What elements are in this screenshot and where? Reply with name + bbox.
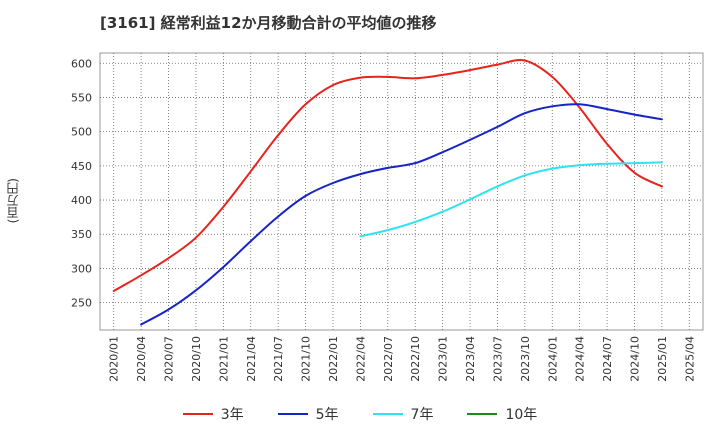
plot-frame bbox=[99, 52, 704, 331]
legend-label-10y: 10年 bbox=[505, 407, 538, 423]
y-tick-label: 500 bbox=[71, 126, 92, 139]
legend-label-7y: 7年 bbox=[410, 407, 434, 423]
x-tick-label: 2020/07 bbox=[163, 336, 176, 382]
x-tick-label: 2025/04 bbox=[683, 336, 696, 382]
x-tick-label: 2021/10 bbox=[300, 336, 313, 382]
legend-swatch-5y bbox=[277, 413, 308, 415]
y-tick-label: 450 bbox=[71, 160, 92, 173]
legend-item-7y: 7年 bbox=[372, 404, 434, 424]
axes: 2020/01 2020/04 2020/07 2020/10 2021/01 2021/… bbox=[71, 57, 696, 381]
x-tick-label: 2024/01 bbox=[546, 336, 559, 382]
x-tick-label: 2020/01 bbox=[108, 336, 121, 382]
grid bbox=[99, 52, 704, 331]
x-tick-label: 2020/10 bbox=[190, 336, 203, 382]
x-tick-label: 2022/07 bbox=[382, 336, 395, 382]
series-line-7y bbox=[359, 161, 663, 238]
x-tick-label: 2024/10 bbox=[628, 336, 641, 382]
legend-label-5y: 5年 bbox=[315, 407, 339, 423]
legend-item-5y: 5年 bbox=[277, 404, 339, 424]
x-tick-label: 2021/01 bbox=[217, 336, 230, 382]
y-tick-label: 600 bbox=[71, 57, 92, 70]
legend-swatch-7y bbox=[372, 413, 403, 415]
x-tick-label: 2024/04 bbox=[574, 336, 587, 382]
x-tick-label: 2023/01 bbox=[437, 336, 450, 382]
x-tick-label: 2023/04 bbox=[464, 336, 477, 382]
legend-item-10y: 10年 bbox=[467, 404, 537, 424]
series-lines bbox=[112, 59, 663, 326]
legend-label-3y: 3年 bbox=[220, 407, 244, 423]
x-tick-label: 2022/04 bbox=[354, 336, 367, 382]
x-tick-label: 2021/04 bbox=[245, 336, 258, 382]
y-tick-label: 300 bbox=[71, 262, 92, 275]
y-tick-label: 400 bbox=[71, 194, 92, 207]
series-line-3y bbox=[112, 59, 663, 292]
y-tick-label: 250 bbox=[71, 297, 92, 310]
legend-item-3y: 3年 bbox=[182, 404, 244, 424]
legend: 3年 5年 7年 10年 bbox=[0, 404, 720, 424]
x-tick-label: 2024/07 bbox=[601, 336, 614, 382]
x-tick-label: 2023/07 bbox=[491, 336, 504, 382]
x-tick-label: 2020/04 bbox=[135, 336, 148, 382]
chart-title: [3161] 経常利益12か月移動合計の平均値の推移 bbox=[100, 14, 437, 32]
legend-swatch-10y bbox=[467, 413, 498, 415]
y-tick-label: 550 bbox=[71, 91, 92, 104]
y-tick-label: 350 bbox=[71, 228, 92, 241]
x-tick-label: 2025/01 bbox=[656, 336, 669, 382]
x-tick-label: 2022/01 bbox=[327, 336, 340, 382]
x-tick-label: 2021/07 bbox=[272, 336, 285, 382]
x-tick-label: 2022/10 bbox=[409, 336, 422, 382]
x-tick-label: 2023/10 bbox=[519, 336, 532, 382]
legend-swatch-3y bbox=[182, 413, 213, 415]
series-line-5y bbox=[140, 103, 663, 326]
